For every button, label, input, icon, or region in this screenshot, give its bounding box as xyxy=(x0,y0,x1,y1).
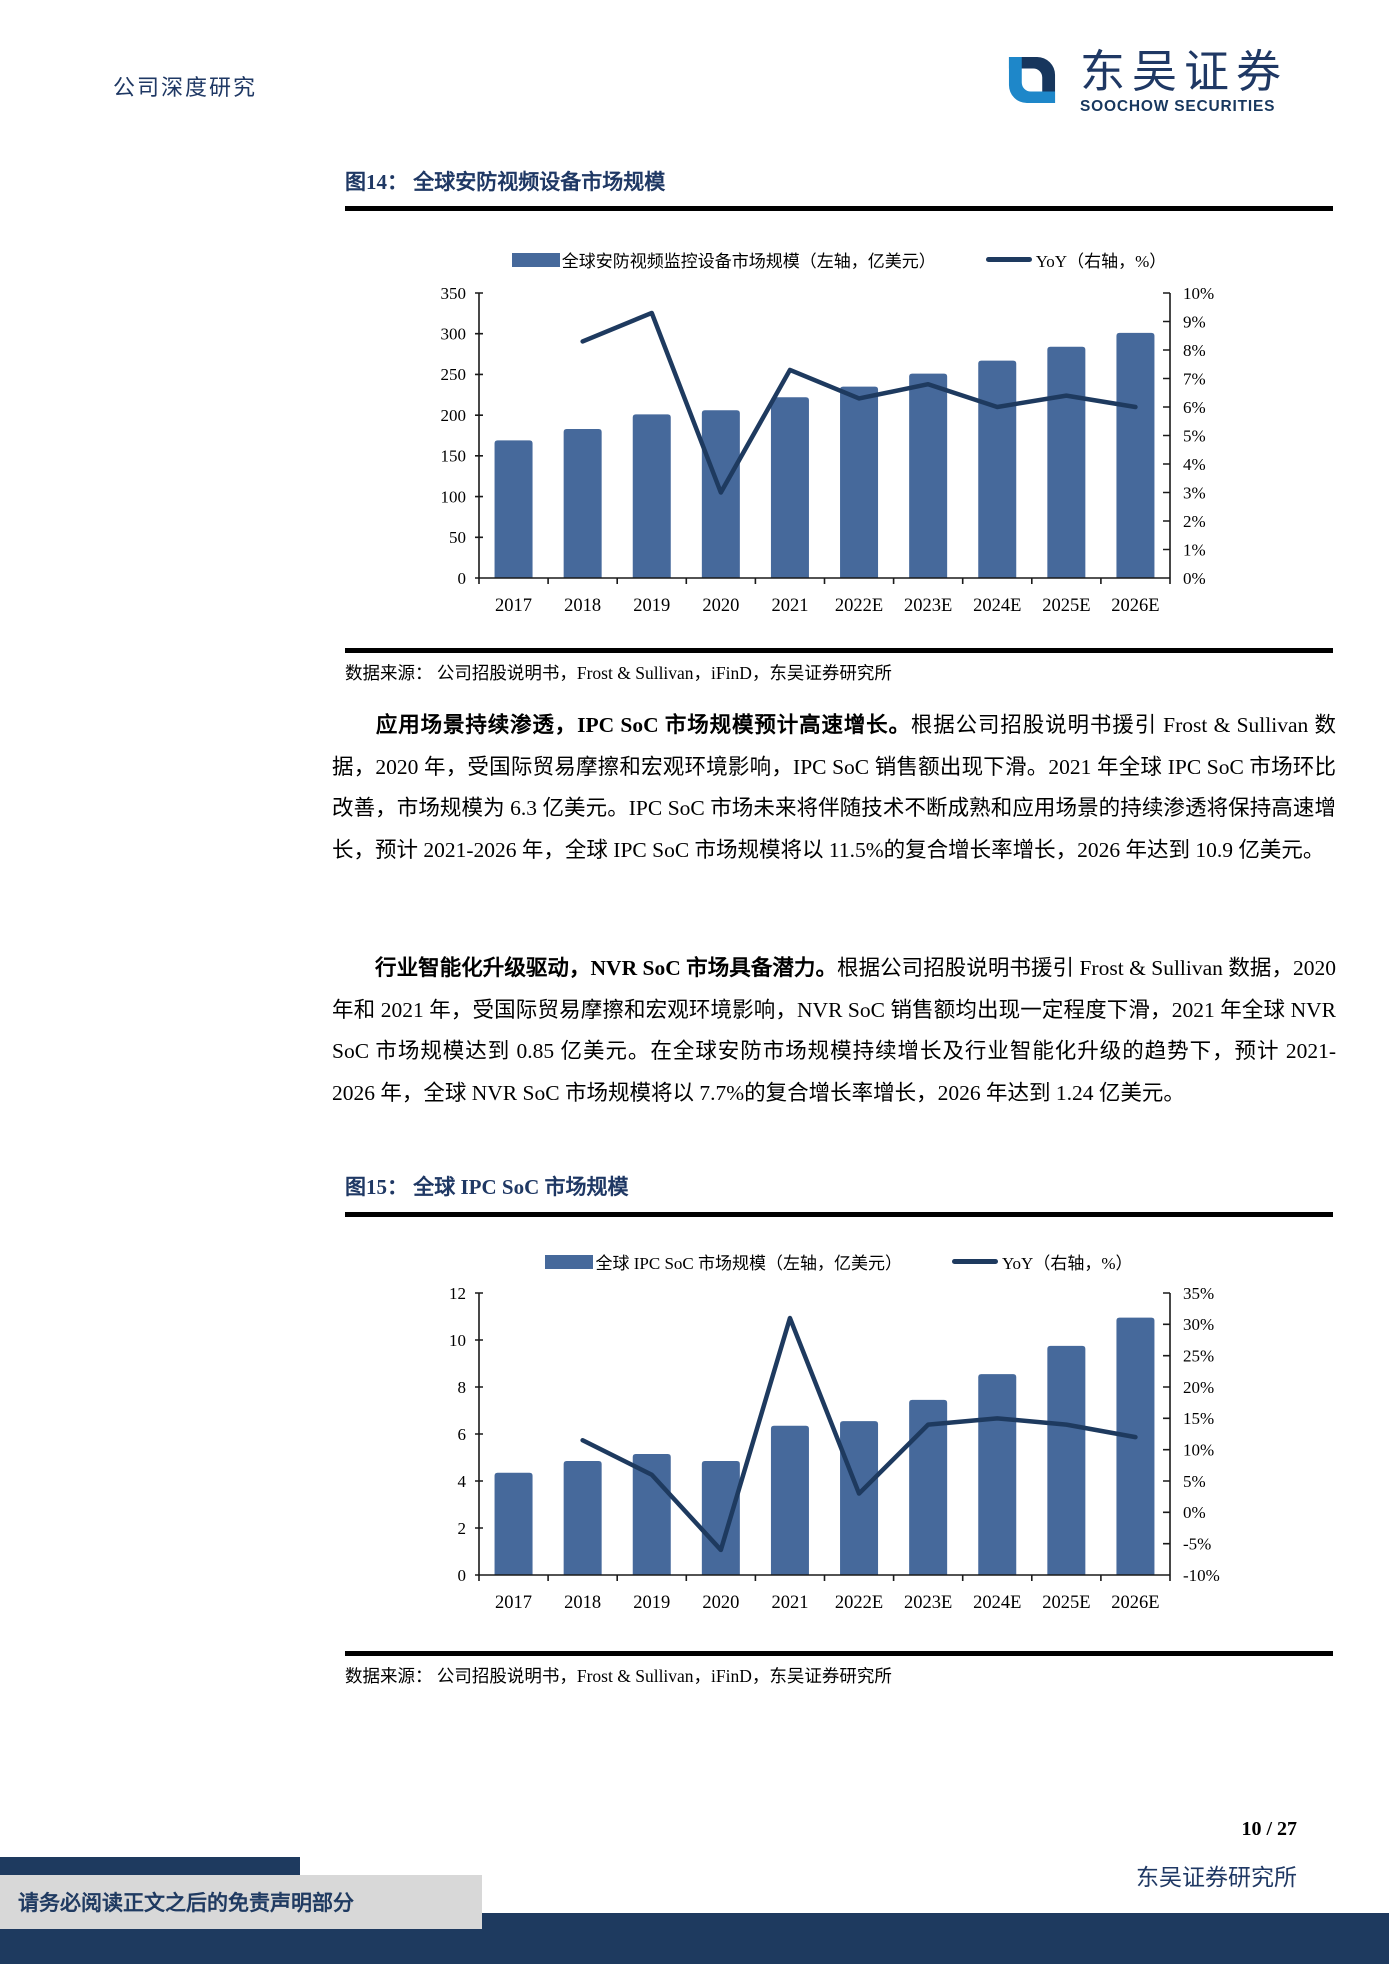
svg-text:2023E: 2023E xyxy=(904,596,952,616)
svg-text:2022E: 2022E xyxy=(835,1593,883,1613)
svg-text:2020: 2020 xyxy=(702,596,739,616)
svg-text:2024E: 2024E xyxy=(973,596,1021,616)
svg-text:8%: 8% xyxy=(1183,341,1206,360)
svg-text:-5%: -5% xyxy=(1183,1534,1211,1553)
svg-text:6: 6 xyxy=(458,1425,467,1444)
svg-text:0: 0 xyxy=(458,569,467,588)
svg-text:4%: 4% xyxy=(1183,455,1206,474)
svg-text:2021: 2021 xyxy=(771,1593,808,1613)
figure14-plot: 0 50 100 150 200 250 300 350 0% 1% 2% 3% 4% 5% 6% 7% 8% 9… xyxy=(441,284,1215,616)
svg-text:10: 10 xyxy=(449,1331,466,1350)
bar-swatch-icon xyxy=(545,1254,594,1269)
svg-text:5%: 5% xyxy=(1183,426,1206,445)
svg-text:250: 250 xyxy=(441,365,467,384)
svg-text:2025E: 2025E xyxy=(1042,596,1090,616)
svg-text:2023E: 2023E xyxy=(904,1593,952,1613)
svg-text:50: 50 xyxy=(449,528,466,547)
figure15-title: 图15： 全球 IPC SoC 市场规模 xyxy=(345,1175,629,1199)
legend-item-bar: 全球安防视频监控设备市场规模（左轴，亿美元） xyxy=(511,247,936,272)
svg-text:2020: 2020 xyxy=(702,1593,739,1613)
paragraph-body: 根据公司招股说明书援引 Frost & Sullivan 数据，2020 年和 … xyxy=(332,956,1336,1105)
svg-text:2018: 2018 xyxy=(564,1593,601,1613)
figure15-bottom-rule xyxy=(345,1651,1333,1656)
svg-text:2019: 2019 xyxy=(633,1593,670,1613)
soochow-logo-icon xyxy=(1000,48,1064,112)
line-swatch-icon xyxy=(985,257,1032,262)
svg-text:2017: 2017 xyxy=(495,596,532,616)
report-category-label: 公司深度研究 xyxy=(113,75,258,100)
svg-text:4: 4 xyxy=(458,1472,467,1491)
figure15-chart: 全球 IPC SoC 市场规模（左轴，亿美元） YoY（右轴，%） 0 2 4 6 8 1… xyxy=(345,1225,1333,1655)
legend-item-line: YoY（右轴，%） xyxy=(985,247,1167,272)
svg-text:0%: 0% xyxy=(1183,569,1206,588)
research-institute-label: 东吴证券研究所 xyxy=(1136,1865,1297,1890)
paragraph-ipc-soc: 应用场景持续渗透，IPC SoC 市场规模预计高速增长。根据公司招股说明书援引 … xyxy=(332,705,1336,871)
svg-text:8: 8 xyxy=(458,1378,467,1397)
figure15-source: 数据来源： 公司招股说明书，Frost & Sullivan，iFinD，东吴证… xyxy=(345,1666,892,1686)
svg-text:150: 150 xyxy=(441,447,467,466)
disclaimer-box: 请务必阅读正文之后的免责声明部分 xyxy=(0,1875,482,1929)
svg-text:9%: 9% xyxy=(1183,312,1206,331)
svg-text:2022E: 2022E xyxy=(835,596,883,616)
figure14-title: 图14： 全球安防视频设备市场规模 xyxy=(345,170,666,194)
svg-text:2018: 2018 xyxy=(564,596,601,616)
svg-text:2025E: 2025E xyxy=(1042,1593,1090,1613)
svg-text:2017: 2017 xyxy=(495,1593,532,1613)
svg-text:0%: 0% xyxy=(1183,1503,1206,1522)
svg-text:2%: 2% xyxy=(1183,512,1206,531)
page-number: 10 / 27 xyxy=(1241,1818,1297,1840)
svg-text:7%: 7% xyxy=(1183,369,1206,388)
brand-name-cn: 东吴证券 xyxy=(1080,46,1289,97)
figure14-top-rule xyxy=(345,206,1333,211)
paragraph-lead: 行业智能化升级驱动，NVR SoC 市场具备潜力。 xyxy=(375,956,838,980)
svg-text:6%: 6% xyxy=(1183,398,1206,417)
svg-text:2026E: 2026E xyxy=(1111,1593,1159,1613)
legend-line-label: YoY（右轴，%） xyxy=(1035,252,1167,271)
svg-text:3%: 3% xyxy=(1183,483,1206,502)
svg-text:-10%: -10% xyxy=(1183,1566,1220,1585)
svg-text:350: 350 xyxy=(441,284,467,303)
svg-text:2: 2 xyxy=(458,1519,467,1538)
figure15-legend: 全球 IPC SoC 市场规模（左轴，亿美元） YoY（右轴，%） xyxy=(345,1249,1333,1274)
brand-logo: 东吴证券 SOOCHOW SECURITIES xyxy=(1000,48,1340,118)
disclaimer-text: 请务必阅读正文之后的免责声明部分 xyxy=(18,1891,354,1915)
paragraph-lead: 应用场景持续渗透，IPC SoC 市场规模预计高速增长。 xyxy=(375,713,911,737)
svg-text:200: 200 xyxy=(441,406,467,425)
svg-text:25%: 25% xyxy=(1183,1346,1214,1365)
svg-text:10%: 10% xyxy=(1183,1440,1214,1459)
legend-line-label: YoY（右轴，%） xyxy=(1001,1254,1133,1273)
svg-text:1%: 1% xyxy=(1183,540,1206,559)
svg-text:2019: 2019 xyxy=(633,596,670,616)
svg-text:5%: 5% xyxy=(1183,1472,1206,1491)
brand-text: 东吴证券 SOOCHOW SECURITIES xyxy=(1080,48,1288,116)
legend-item-line: YoY（右轴，%） xyxy=(951,1249,1133,1274)
svg-text:0: 0 xyxy=(458,1566,467,1585)
figure15-top-rule xyxy=(345,1212,1333,1217)
figure14-chart: 全球安防视频监控设备市场规模（左轴，亿美元） YoY（右轴，%） 0 50 100 1… xyxy=(345,215,1333,650)
svg-text:100: 100 xyxy=(441,487,467,506)
svg-text:20%: 20% xyxy=(1183,1378,1214,1397)
svg-text:300: 300 xyxy=(441,324,467,343)
bar-swatch-icon xyxy=(511,252,560,267)
paragraph-body: 根据公司招股说明书援引 Frost & Sullivan 数据，2020 年，受… xyxy=(332,713,1337,862)
brand-name-en: SOOCHOW SECURITIES xyxy=(1080,98,1276,115)
svg-text:2024E: 2024E xyxy=(973,1593,1021,1613)
line-swatch-icon xyxy=(951,1259,998,1264)
svg-text:15%: 15% xyxy=(1183,1409,1214,1428)
svg-text:2026E: 2026E xyxy=(1111,596,1159,616)
svg-text:12: 12 xyxy=(449,1284,466,1303)
svg-text:35%: 35% xyxy=(1183,1284,1214,1303)
figure14-source: 数据来源： 公司招股说明书，Frost & Sullivan，iFinD，东吴证… xyxy=(345,663,892,683)
legend-item-bar: 全球 IPC SoC 市场规模（左轴，亿美元） xyxy=(545,1249,902,1274)
paragraph-nvr-soc: 行业智能化升级驱动，NVR SoC 市场具备潜力。根据公司招股说明书援引 Fro… xyxy=(332,948,1336,1114)
figure15-plot: 0 2 4 6 8 10 12 -10% -5% 0% 5% 10% 15% 20% 25% 30% 35% 20… xyxy=(449,1284,1220,1613)
svg-text:10%: 10% xyxy=(1183,284,1214,303)
figure14-legend: 全球安防视频监控设备市场规模（左轴，亿美元） YoY（右轴，%） xyxy=(345,247,1333,272)
svg-text:30%: 30% xyxy=(1183,1315,1214,1334)
figure14-bottom-rule xyxy=(345,648,1333,653)
legend-bar-label: 全球 IPC SoC 市场规模（左轴，亿美元） xyxy=(595,1254,902,1273)
legend-bar-label: 全球安防视频监控设备市场规模（左轴，亿美元） xyxy=(561,252,936,271)
svg-text:2021: 2021 xyxy=(771,596,808,616)
